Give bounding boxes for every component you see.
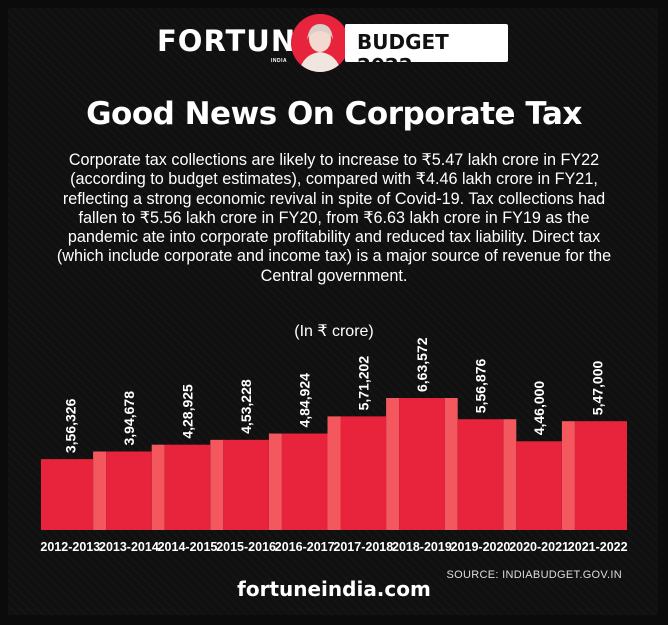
step-riser [503,419,517,530]
data-label: 4,28,925 [180,384,196,439]
x-tick-label: 2018-2019 [392,540,452,554]
source-label: SOURCE: INDIABUDGET.GOV.IN [446,569,622,581]
budget-badge: BUDGET 2022 [345,24,508,78]
step-riser [327,416,341,530]
step-riser [444,398,458,530]
brand-logo: FORTUNE [157,24,317,58]
bar-2020-2021 [516,441,562,530]
website-footer: fortuneindia.com [237,577,431,601]
bar-2013-2014 [106,451,152,530]
portrait-image [291,14,349,72]
step-riser [210,439,224,530]
data-label: 4,53,228 [238,379,254,434]
data-label: 5,47,000 [590,360,606,415]
data-label: 5,71,202 [355,356,371,411]
x-tick-label: 2016-2017 [275,540,335,554]
step-riser [386,398,400,530]
x-tick-label: 2015-2016 [216,540,276,554]
x-tick-label: 2019-2020 [451,540,511,554]
bar-2018-2019 [399,398,445,530]
budget-badge-label: BUDGET 2022 [357,30,449,78]
data-label: 4,84,924 [297,373,313,428]
step-riser [268,433,282,530]
bar-2019-2020 [457,419,504,530]
step-riser [151,444,165,530]
data-label: 5,56,876 [473,359,489,414]
bar-2016-2017 [281,433,328,530]
x-tick-label: 2021-2022 [568,540,628,554]
page-title: Good News On Corporate Tax [86,96,582,132]
bar-2012-2013 [41,459,94,530]
x-tick-label: 2014-2015 [158,540,218,554]
data-label: 3,56,326 [62,398,78,453]
step-riser [561,421,575,530]
x-tick-label: 2020-2021 [509,540,569,554]
bar-2015-2016 [223,439,269,530]
brand-sub: INDIA [271,58,288,64]
bar-2017-2018 [340,416,387,530]
step-riser [93,451,107,530]
portrait-icon [291,14,349,72]
x-tick-label: 2013-2014 [99,540,159,554]
data-label: 6,63,572 [414,337,430,392]
bar-2014-2015 [164,444,211,530]
unit-label: (In ₹ crore) [294,323,374,340]
x-tick-label: 2017-2018 [333,540,393,554]
data-label: 3,94,678 [121,391,137,446]
data-label: 4,46,000 [531,381,547,436]
description: Corporate tax collections are likely to … [56,151,612,285]
x-tick-label: 2012-2013 [40,540,100,554]
bar-2021-2022 [574,421,627,530]
